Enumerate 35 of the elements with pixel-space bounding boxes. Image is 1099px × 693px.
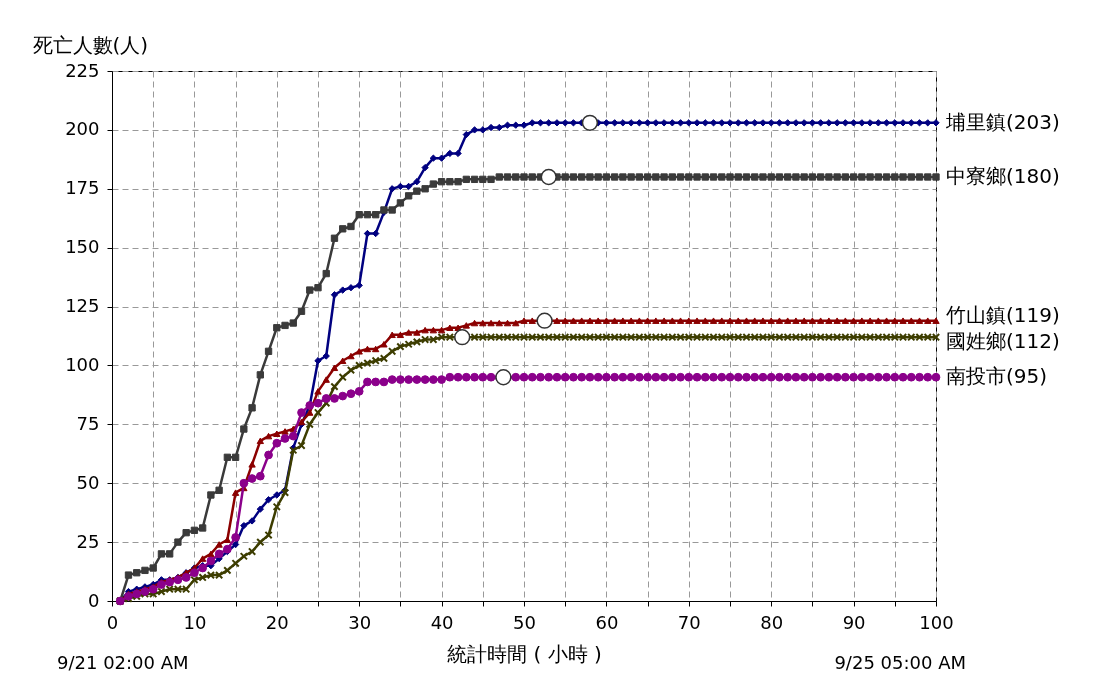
x-tick-label: 70 [677,611,701,633]
x-tick-label: 50 [513,611,536,633]
point [581,114,599,131]
series-label: 竹山鎮(119) [946,302,1060,327]
x-tick-label: 30 [348,611,372,633]
y-tick-label: 50 [76,471,100,493]
y-tick-label: 0 [88,589,100,611]
x-tick-label: 90 [842,611,866,633]
y-tick-label: 200 [65,118,100,140]
x-tick-label: 20 [265,611,289,633]
x-tick-label: 40 [430,611,454,633]
series-label: 埔里鎮(203) [945,109,1060,134]
series-label: 中寮鄉(180) [946,164,1060,188]
y-tick-label: 225 [65,59,100,81]
point [536,312,553,329]
text: 9/25 05:00 AM [834,652,966,673]
x-tick-label: 60 [595,611,619,633]
y-axis-title: 死亡人數(人) [32,32,149,57]
x-tick-label: 10 [183,611,207,633]
x-tick-label: 0 [106,611,119,633]
y-tick-label: 25 [76,530,100,552]
y-tick-label: 150 [65,236,100,258]
y-tick-label: 100 [65,353,100,375]
x-tick-label: 80 [760,611,784,633]
series-label: 國姓鄉(112) [946,328,1060,353]
point [495,369,512,386]
series-label: 南投市(95) [946,364,1048,389]
y-tick-label: 175 [65,177,100,199]
text: 9/21 02:00 AM [57,652,189,673]
y-tick-label: 75 [76,412,100,434]
point [454,329,471,346]
point [540,168,557,186]
x-axis-title: 統計時間 ( 小時 ) [447,641,602,666]
y-tick-label: 125 [65,295,100,317]
x-tick-label: 100 [919,611,954,633]
